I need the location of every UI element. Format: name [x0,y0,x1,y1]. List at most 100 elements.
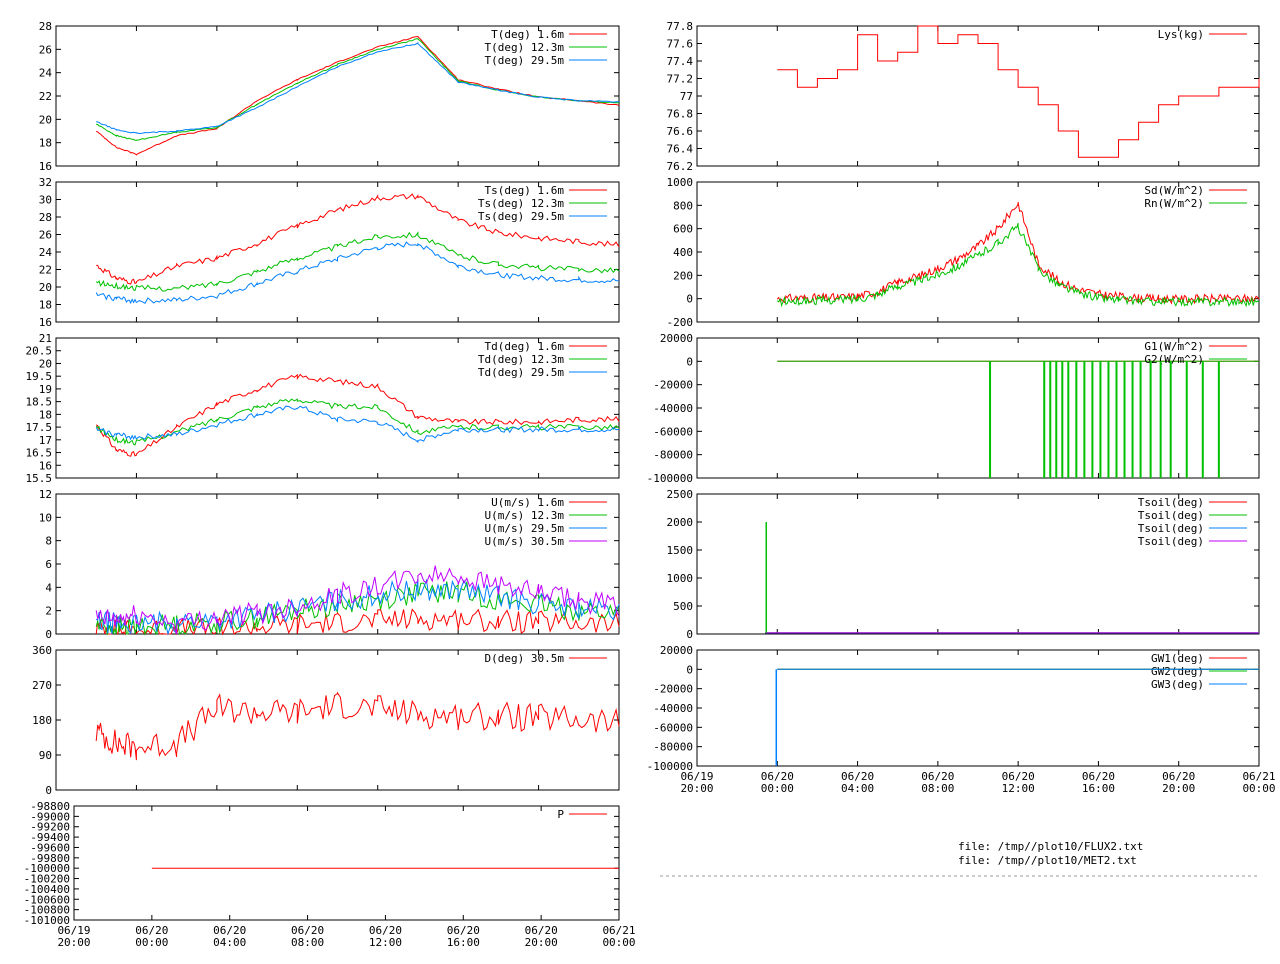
ytick-label: -100800 [24,904,70,917]
ytick-label: 8 [45,535,52,548]
ytick-label: 360 [32,644,52,657]
ytick-label: -60000 [653,721,693,734]
legend-label: T(deg) 1.6m [491,28,564,41]
legend-label: U(m/s) 29.5m [485,522,565,535]
legend-label: Rn(W/m^2) [1144,197,1204,210]
ytick-label: 18 [39,408,52,421]
ytick-label: 76.8 [667,108,694,121]
ytick-label: 20 [39,281,52,294]
legend-label: Sd(W/m^2) [1144,184,1204,197]
ytick-label: 77.2 [667,73,694,86]
legend-label: Ts(deg) 29.5m [478,210,564,223]
ytick-label: -20000 [653,683,693,696]
ytick-label: 2 [45,605,52,618]
ytick-label: 1000 [667,176,694,189]
ytick-label: -99600 [30,841,70,854]
panel-T: 16 18 20 22 24 26 28 T(deg) 1.6mT(deg) 12.3mT(d… [39,20,620,173]
legend-label: Td(deg) 29.5m [478,366,564,379]
ytick-label: -100200 [24,873,70,886]
ytick-label: 0 [686,293,693,306]
plot-frame-Td [55,337,620,479]
xtick-label-time: 08:00 [291,936,324,949]
legend-label: T(deg) 12.3m [485,41,565,54]
ytick-label: 20000 [660,332,693,345]
xtick-label-date: 06/20 [291,924,324,937]
xtick-label-time: 00:00 [602,936,635,949]
ytick-label: 77.8 [667,20,694,33]
xtick-label-time: 12:00 [369,936,402,949]
xtick-label-date: 06/20 [1162,770,1195,783]
ytick-label: -99200 [30,821,70,834]
ytick-label: -99800 [30,852,70,865]
legend-label: Lys(kg) [1158,28,1204,41]
ytick-label: -100000 [647,472,693,485]
ytick-label: 18.5 [26,396,53,409]
legend-label: U(m/s) 12.3m [485,509,565,522]
xtick-label-date: 06/20 [1082,770,1115,783]
ytick-label: 90 [39,749,52,762]
xtick-label-date: 06/19 [680,770,713,783]
ytick-label: 200 [673,269,693,282]
legend-label: U(m/s) 1.6m [491,496,564,509]
legend-label: Tsoil(deg) [1138,509,1204,522]
legend-label: Td(deg) 12.3m [478,353,564,366]
ytick-label: -100400 [24,883,70,896]
ytick-label: 17.5 [26,421,53,434]
ytick-label: -20000 [653,379,693,392]
ytick-label: 76.2 [667,160,694,173]
ytick-label: 4 [45,581,52,594]
legend-label: G1(W/m^2) [1144,340,1204,353]
series-line-U-2 [95,578,620,636]
ytick-label: 0 [45,784,52,797]
ytick-label: 21 [39,332,52,345]
panel-D: 0 90 180 270 360 D(deg) 30.5m [32,644,620,797]
xtick-label-date: 06/20 [1002,770,1035,783]
ytick-label: 6 [45,558,52,571]
ytick-label: 18 [39,299,52,312]
panel-GW: -100000 -80000 -60000 -40000 -20000 0 20000 GW1… [647,644,1260,773]
xtick-label-date: 06/20 [525,924,558,937]
ytick-label: 17 [39,434,52,447]
ytick-label: 28 [39,20,52,33]
ytick-label: 0 [45,628,52,641]
xtick-label-date: 06/20 [213,924,246,937]
series-line-T-2 [96,42,620,135]
ytick-label: 400 [673,246,693,259]
ytick-label: 24 [39,246,53,259]
xtick-label-time: 16:00 [447,936,480,949]
legend-label: GW2(deg) [1151,665,1204,678]
ytick-label: -200 [667,316,694,329]
legend-label: Ts(deg) 1.6m [485,184,565,197]
legend-label: GW1(deg) [1151,652,1204,665]
legend-label: Ts(deg) 12.3m [478,197,564,210]
ytick-label: 26 [39,229,52,242]
xtick-label-date: 06/19 [57,924,90,937]
xtick-label-date: 06/21 [1242,770,1275,783]
xtick-label-time: 00:00 [135,936,168,949]
ytick-label: 12 [39,488,52,501]
xtick-label-date: 06/20 [135,924,168,937]
ytick-label: -99000 [30,810,70,823]
ytick-label: -40000 [653,402,693,415]
ytick-label: 500 [673,600,693,613]
xtick-label-time: 16:00 [1082,782,1115,795]
ytick-label: 2000 [667,516,694,529]
legend-label: Td(deg) 1.6m [485,340,565,353]
series-line-Td-0 [95,373,620,457]
ytick-label: 77.4 [667,55,694,68]
ytick-label: 20 [39,113,52,126]
panel-U: 0 2 4 6 8 10 12 U(m/s) 1.6mU(m/s) 12.3mU(m/s) 2… [39,488,620,641]
ytick-label: -40000 [653,702,693,715]
footer-file-met: file: /tmp//plot10/MET2.txt [958,854,1137,867]
panel-P: -101000-100800-100600-100400-100200-1000… [24,800,620,927]
legend-label: Tsoil(deg) [1138,535,1204,548]
ytick-label: -100000 [647,760,693,773]
ytick-label: -100000 [24,862,70,875]
ytick-label: 15.5 [26,472,53,485]
legend-label: T(deg) 29.5m [485,54,565,67]
ytick-label: 76.4 [667,143,694,156]
plot-frame-D [55,649,620,791]
legend-label: D(deg) 30.5m [485,652,565,665]
